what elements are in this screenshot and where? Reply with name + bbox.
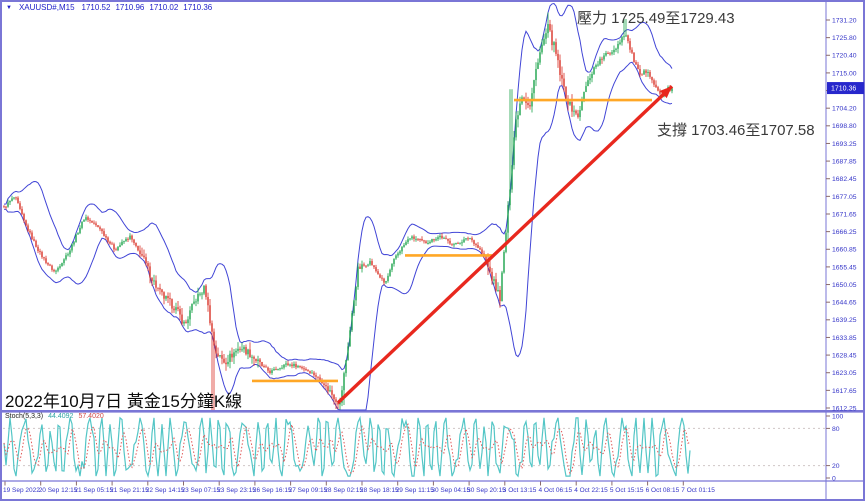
trendline-group[interactable] <box>336 85 674 405</box>
time-axis-label: 30 Sep 04:15 <box>431 487 470 494</box>
time-axis-label: 23 Sep 23:15 <box>217 487 256 494</box>
ohlc-values: 1710.52 1710.96 1710.02 1710.36 <box>82 3 213 12</box>
ohlc-close: 1710.36 <box>183 3 213 12</box>
current-price-tag: 1710.36 <box>827 82 864 95</box>
bollinger-bands <box>3 2 673 411</box>
time-axis-label: 4 Oct 06:15 <box>539 487 573 494</box>
price-axis-label: 1715.00 <box>832 70 857 77</box>
price-axis-label: 1725.80 <box>832 35 857 42</box>
support-annotation[interactable]: 支撐 1703.46至1707.58 <box>657 122 815 139</box>
trendline-arrow <box>659 86 672 99</box>
price-axis-label: 1698.80 <box>832 123 857 130</box>
candlestick-series <box>3 12 673 410</box>
price-axis-label: 1617.65 <box>832 388 857 395</box>
time-axis-label: 28 Sep 18:15 <box>360 487 399 494</box>
indicator-scale-label: 0 <box>832 475 836 482</box>
time-axis-label: 19 Sep 2022 <box>3 487 40 494</box>
indicator-scale-label: 80 <box>832 426 840 433</box>
time-axis-label: 27 Sep 09:15 <box>289 487 328 494</box>
stoch-main-value: 44.4092 <box>48 413 74 420</box>
bollinger-lower <box>3 61 673 411</box>
stoch-name: Stoch(5,3,3) <box>5 413 44 420</box>
price-axis-label: 1644.65 <box>832 300 857 307</box>
price-axis-label: 1671.65 <box>832 211 857 218</box>
indicator-level-lines <box>3 427 825 467</box>
indicator-scale-label: 100 <box>832 413 844 420</box>
time-axis-label: 29 Sep 11:15 <box>396 487 435 494</box>
ohlc-high: 1710.96 <box>115 3 145 12</box>
current-price-value: 1710.36 <box>831 86 856 93</box>
price-axis-label: 1687.85 <box>832 158 857 165</box>
time-axis-label: 3 Oct 13:15 <box>503 487 537 494</box>
trendline[interactable] <box>336 85 674 405</box>
sr-level-segments[interactable] <box>252 98 652 383</box>
date-annotation[interactable]: 2022年10月7日 黃金15分鐘K線 <box>5 392 243 411</box>
ohlc-open: 1710.52 <box>81 3 111 12</box>
stoch-label: Stoch(5,3,3) 44.4092 57.4020 <box>5 413 104 420</box>
symbol-label: XAUUSD#,M15 <box>18 3 75 12</box>
time-axis-label: 22 Sep 14:15 <box>146 487 185 494</box>
stoch-indicator <box>3 415 691 479</box>
window-menu-triangle-icon: ▼ <box>6 4 12 11</box>
price-axis[interactable]: 1731.201725.801720.401715.001709.601704.… <box>826 17 857 412</box>
stoch-signal-value: 57.4020 <box>78 413 104 420</box>
time-axis-label: 5 Oct 15:15 <box>610 487 644 494</box>
time-axis-label: 23 Sep 07:15 <box>182 487 221 494</box>
indicator-scale-label: 20 <box>832 463 840 470</box>
price-axis-label: 1650.05 <box>832 282 857 289</box>
price-axis-label: 1628.45 <box>832 352 857 359</box>
time-axis-label: 7 Oct 01:15 <box>681 487 715 494</box>
time-axis-label: 21 Sep 21:15 <box>110 487 149 494</box>
ohlc-low: 1710.02 <box>149 3 179 12</box>
time-axis-label: 30 Sep 20:15 <box>467 487 506 494</box>
time-axis-label: 26 Sep 16:15 <box>253 487 292 494</box>
price-axis-label: 1731.20 <box>832 17 857 24</box>
price-axis-label: 1655.45 <box>832 264 857 271</box>
time-axis-label: 20 Sep 12:15 <box>39 487 78 494</box>
stoch-main-line <box>3 415 691 479</box>
stoch-signal-line <box>3 422 691 475</box>
resistance-annotation[interactable]: 壓力 1725.49至1729.43 <box>577 10 735 27</box>
time-axis-label: 28 Sep 02:15 <box>324 487 363 494</box>
price-axis-label: 1633.85 <box>832 335 857 342</box>
time-axis-label: 4 Oct 22:15 <box>574 487 608 494</box>
price-axis-label: 1612.25 <box>832 405 857 412</box>
price-axis-label: 1666.25 <box>832 229 857 236</box>
price-axis-label: 1677.05 <box>832 194 857 201</box>
title-bar: ▼ XAUUSD#,M15 1710.52 1710.96 1710.02 17… <box>6 3 212 12</box>
bollinger-upper <box>3 2 673 371</box>
time-axis-label: 21 Sep 05:15 <box>74 487 113 494</box>
price-axis-label: 1623.05 <box>832 370 857 377</box>
price-axis-label: 1660.85 <box>832 247 857 254</box>
price-axis-label: 1682.45 <box>832 176 857 183</box>
price-axis-label: 1639.25 <box>832 317 857 324</box>
price-axis-label: 1693.25 <box>832 141 857 148</box>
time-axis-label: 6 Oct 08:15 <box>646 487 680 494</box>
price-axis-label: 1704.20 <box>832 106 857 113</box>
indicator-scale[interactable]: 100 80 20 0 <box>826 413 844 482</box>
price-axis-label: 1720.40 <box>832 53 857 60</box>
